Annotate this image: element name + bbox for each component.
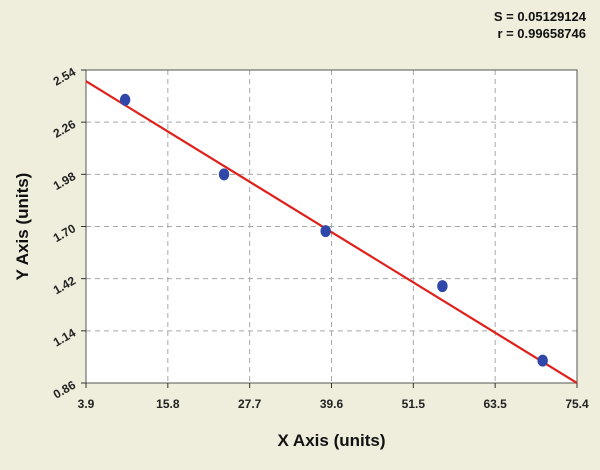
x-tick-label: 27.7	[238, 397, 262, 411]
y-tick-label: 1.14	[51, 325, 79, 349]
data-point	[218, 168, 230, 181]
x-tick-label: 75.4	[565, 397, 589, 411]
data-point	[537, 354, 548, 367]
y-tick-label: 1.70	[51, 221, 79, 245]
y-tick-label: 2.26	[51, 117, 79, 141]
y-tick-label: 0.86	[51, 378, 79, 402]
x-tick-label: 39.6	[320, 397, 344, 411]
y-axis-title: Y Axis (units)	[13, 173, 32, 281]
data-points	[119, 93, 548, 367]
x-tick-label: 15.8	[156, 397, 180, 411]
fit-line-group	[85, 80, 578, 384]
data-point	[437, 280, 448, 293]
s-statistic: S = 0.05129124	[493, 9, 586, 24]
y-tick-label: 2.54	[51, 65, 79, 89]
gridlines	[86, 70, 577, 383]
x-tick-label: 3.9	[78, 397, 95, 411]
x-tick-label: 63.5	[483, 397, 507, 411]
x-axis-title: X Axis (units)	[278, 431, 386, 450]
x-tick-label: 51.5	[402, 397, 426, 411]
y-tick-label: 1.42	[51, 273, 79, 297]
r-statistic: r = 0.99658746	[497, 26, 586, 41]
data-point	[119, 93, 131, 106]
fit-line	[85, 80, 578, 384]
y-tick-label: 1.98	[51, 169, 79, 193]
data-point	[320, 225, 331, 238]
